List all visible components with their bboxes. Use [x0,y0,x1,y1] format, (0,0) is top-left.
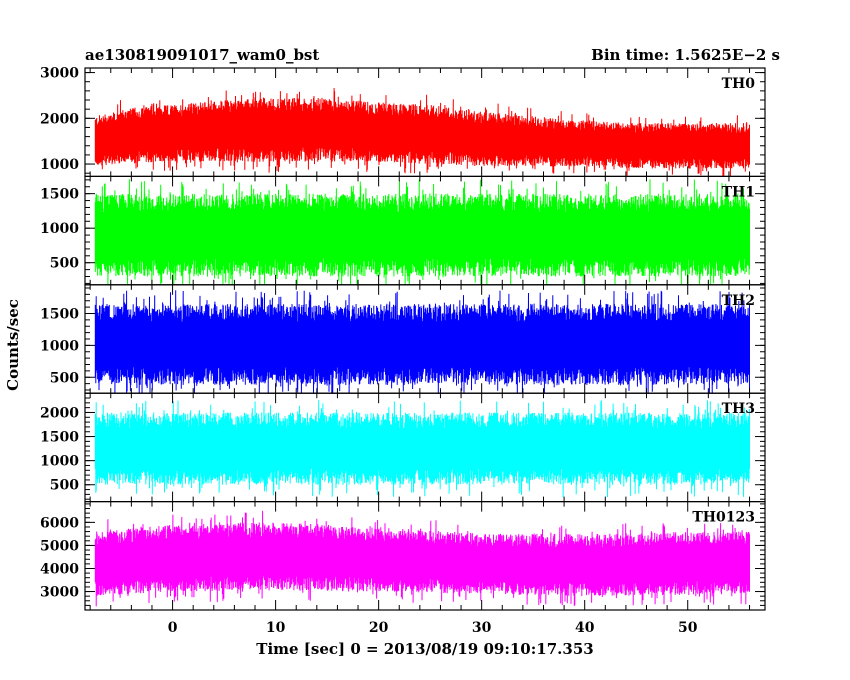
x-tick-label: 40 [575,620,595,636]
y-tick-label: 500 [50,370,79,386]
panel-name-label: TH3 [722,401,755,417]
y-tick-label: 1500 [40,187,79,203]
panel-th1: 500 1000 1500 TH1 [40,175,766,286]
series-th0 [94,87,750,177]
panel-name-label: TH1 [722,184,755,200]
y-tick-label: 2000 [40,111,79,127]
x-tick-label: 20 [369,620,389,636]
y-tick-label: 4000 [40,561,79,577]
series-th1 [94,179,750,285]
series-th3 [94,400,750,498]
bin-time-label: Bin time: 1.5625E−2 s [591,46,780,64]
y-tick-label: 5000 [40,538,79,554]
panel-name-label: TH0123 [692,510,755,526]
panel-frame [84,501,766,611]
y-tick-label: 1500 [40,306,79,322]
y-tick-label: 1500 [40,430,79,446]
y-tick-label: 1000 [40,221,79,237]
y-tick-label: 6000 [40,515,79,531]
y-tick-label: 1000 [40,338,79,354]
panel-name-label: TH0 [722,76,756,92]
plot-title: ae130819091017_wam0_bst [85,46,319,64]
series-th0123 [94,510,750,607]
x-tick-label: 50 [678,620,698,636]
panel-name-label: TH2 [722,293,755,309]
y-tick-label: 3000 [40,585,79,601]
panel-th2: 500 1000 1500 TH2 [40,284,766,394]
x-tick-label: 0 [168,620,178,636]
y-tick-label: 500 [50,478,79,494]
series-th2 [94,290,750,394]
y-tick-label: 1000 [40,157,79,173]
y-axis-label: Counts/sec [4,299,22,391]
panel-th0: 1000 2000 3000 TH0 [40,66,766,178]
x-axis-label: Time [sec] 0 = 2013/08/19 09:10:17.353 [256,640,593,658]
y-tick-label: 500 [50,256,79,272]
y-tick-label: 2000 [40,405,79,421]
panel-th3: 500 1000 1500 2000 TH3 [40,392,766,503]
panel-th0123: 3000 4000 5000 6000 TH0123 [40,501,766,611]
y-tick-label: 3000 [40,66,79,82]
y-tick-label: 1000 [40,454,79,470]
x-tick-label: 30 [472,620,492,636]
x-tick-label: 10 [266,620,286,636]
